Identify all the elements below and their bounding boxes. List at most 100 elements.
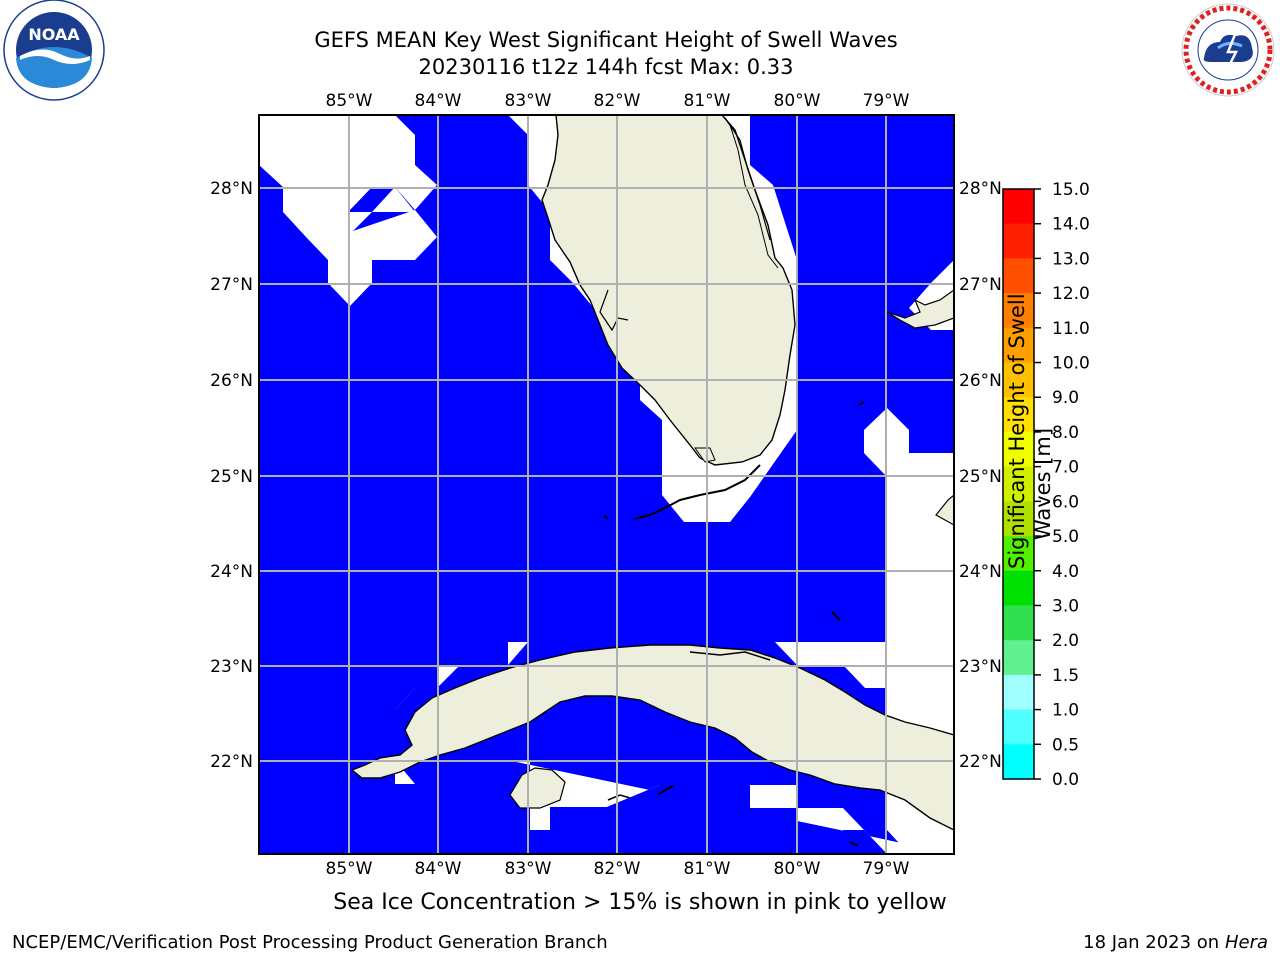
- florida-cape: [694, 447, 716, 463]
- colorbar-segment: [1003, 397, 1034, 433]
- colorbar-tick-label: 7.0: [1052, 458, 1079, 478]
- lat-label-left: 28°N: [210, 179, 253, 199]
- colorbar-tick-label: 6.0: [1052, 492, 1079, 512]
- colorbar-tick-label: 4.0: [1052, 562, 1079, 582]
- colorbar-label-line2: Waves [m]: [1031, 427, 1055, 541]
- cuba-cay: [849, 841, 859, 847]
- colorbar-tick-label: 9.0: [1052, 388, 1079, 408]
- colorbar-segment: [1003, 501, 1034, 537]
- colorbar-segment: [1003, 536, 1034, 572]
- cuba-south-keys: [607, 794, 631, 801]
- lon-label-bottom: 80°W: [774, 859, 821, 879]
- colorbar: [1003, 189, 1034, 780]
- lon-label-bottom: 84°W: [415, 859, 462, 879]
- lat-label-left: 24°N: [210, 562, 253, 582]
- florida-coast-detail-2: [729, 124, 779, 269]
- lat-label-left: 25°N: [210, 467, 253, 487]
- cuba-land: [350, 644, 954, 831]
- nws-logo: [1181, 3, 1275, 97]
- colorbar-tick-label: 8.0: [1052, 423, 1079, 443]
- lon-label-top: 83°W: [505, 91, 552, 111]
- footer-date-text: 18 Jan 2023 on: [1083, 932, 1225, 953]
- colorbar-tick-label: 3.0: [1052, 596, 1079, 616]
- noaa-logo-text: NOAA: [28, 25, 80, 44]
- bahamas-land: [886, 289, 954, 329]
- colorbar-segment: [1003, 744, 1034, 780]
- colorbar-tick-label: 10.0: [1052, 354, 1090, 374]
- colorbar-tick-label: 11.0: [1052, 319, 1090, 339]
- lon-label-top: 80°W: [774, 91, 821, 111]
- lat-label-right: 28°N: [959, 179, 1002, 199]
- colorbar-segment: [1003, 327, 1034, 364]
- lat-label-right: 26°N: [959, 371, 1002, 391]
- sea-ice-note: Sea Ice Concentration > 15% is shown in …: [333, 890, 947, 915]
- colorbar-segment: [1003, 640, 1034, 676]
- lon-label-bottom: 85°W: [326, 859, 373, 879]
- map-subtitle: 20230116 t12z 144h fcst Max: 0.33: [418, 55, 794, 79]
- cuba-south-keys-2: [657, 785, 675, 796]
- colorbar-segment: [1003, 709, 1034, 745]
- isla-de-la-juventud: [509, 767, 566, 809]
- colorbar-segment: [1003, 223, 1034, 259]
- lon-label-top: 85°W: [326, 91, 373, 111]
- colorbar-segment: [1003, 258, 1034, 294]
- colorbar-frame: [1002, 188, 1035, 780]
- lat-label-left: 23°N: [210, 657, 253, 677]
- colorbar-tick-label: 14.0: [1052, 215, 1090, 235]
- lon-label-top: 79°W: [863, 91, 910, 111]
- colorbar-segment: [1003, 189, 1034, 225]
- lat-label-right: 22°N: [959, 752, 1002, 772]
- colorbar-tick-label: 0.0: [1052, 770, 1079, 790]
- colorbar-ticks: 15.0 14.0 13.0 12.0 11.0 10.0 9.0 8.0 7.0 6.0 5.0 4…: [1034, 180, 1090, 790]
- bimini: [857, 401, 865, 406]
- colorbar-tick-label: 1.0: [1052, 701, 1079, 721]
- colorbar-tick-label: 1.5: [1052, 666, 1079, 686]
- lon-label-bottom: 83°W: [505, 859, 552, 879]
- lat-label-left: 26°N: [210, 371, 253, 391]
- lon-label-top: 81°W: [684, 91, 731, 111]
- map-frame: [258, 114, 955, 855]
- map-title: GEFS MEAN Key West Significant Height of…: [314, 28, 898, 52]
- footer-machine: Hera: [1224, 932, 1268, 953]
- dry-tortugas: [603, 515, 609, 519]
- lon-label-bottom: 81°W: [684, 859, 731, 879]
- lat-label-right: 24°N: [959, 562, 1002, 582]
- lat-label-right: 23°N: [959, 657, 1002, 677]
- footer-date: 18 Jan 2023 on Hera: [1083, 932, 1268, 953]
- colorbar-segment: [1003, 431, 1034, 468]
- colorbar-label-line1: Significant Height of Swell: [1005, 293, 1029, 569]
- lon-label-bottom: 79°W: [863, 859, 910, 879]
- footer-credit: NCEP/EMC/Verification Post Processing Pr…: [12, 932, 608, 953]
- colorbar-tick-label: 15.0: [1052, 180, 1090, 200]
- lon-label-top: 84°W: [415, 91, 462, 111]
- water-overlay: [259, 642, 887, 854]
- colorbar-tick-label: 0.5: [1052, 735, 1079, 755]
- colorbar-segment: [1003, 605, 1034, 641]
- florida-keys: [633, 464, 761, 520]
- lat-label-left: 27°N: [210, 275, 253, 295]
- colorbar-tick-label: 5.0: [1052, 527, 1079, 547]
- colorbar-tick-label: 12.0: [1052, 284, 1090, 304]
- map-panel: [259, 115, 954, 854]
- colorbar-segment: [1003, 674, 1034, 711]
- colorbar-tick-label: 13.0: [1052, 249, 1090, 269]
- florida-coast-detail: [724, 117, 771, 241]
- graticule: [259, 115, 954, 854]
- florida-land: [541, 115, 796, 466]
- lat-label-right: 25°N: [959, 467, 1002, 487]
- cay-sal: [831, 611, 841, 621]
- colorbar-label: Significant Height of Swell Waves [m]: [1004, 293, 1056, 569]
- colorbar-segment: [1003, 293, 1034, 329]
- cuba-north-keys: [689, 651, 771, 661]
- andros-land: [935, 494, 954, 526]
- lon-label-top: 82°W: [594, 91, 641, 111]
- florida-bay-detail: [599, 289, 629, 332]
- lat-label-right: 27°N: [959, 275, 1002, 295]
- colorbar-tick-label: 2.0: [1052, 631, 1079, 651]
- noaa-logo: NOAA: [3, 0, 105, 101]
- lon-label-bottom: 82°W: [594, 859, 641, 879]
- colorbar-segment: [1003, 362, 1034, 398]
- colorbar-segment: [1003, 570, 1034, 606]
- colorbar-segment: [1003, 466, 1034, 502]
